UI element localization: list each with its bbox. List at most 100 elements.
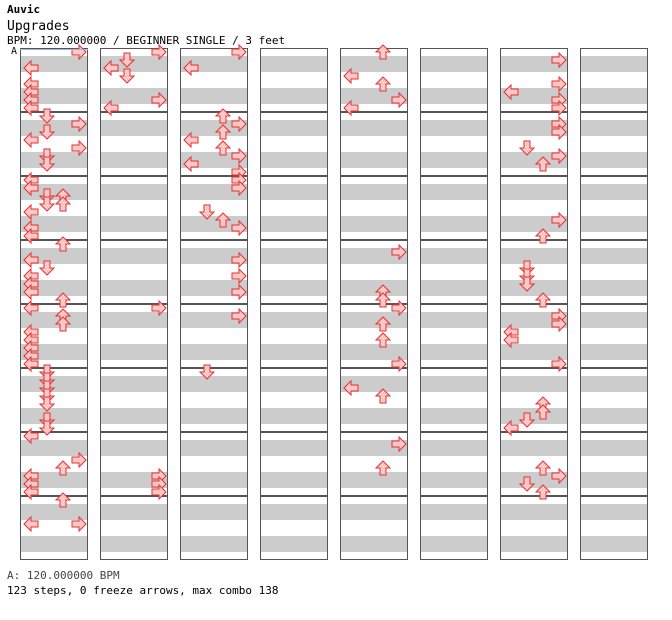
step-arrow-left-icon <box>23 427 39 445</box>
beat-stripe <box>420 120 488 136</box>
step-arrow-left-icon <box>23 251 39 269</box>
song-title: Upgrades <box>7 19 70 34</box>
measure-border <box>580 496 648 560</box>
step-arrow-down-icon <box>118 68 136 84</box>
measure-border <box>100 112 168 176</box>
step-arrow-right-icon <box>231 179 247 197</box>
beat-stripe <box>500 408 568 424</box>
beat-stripe <box>500 152 568 168</box>
measure <box>100 240 168 304</box>
chart-column <box>340 48 408 560</box>
step-arrow-down-icon <box>518 476 536 492</box>
step-arrow-right-icon <box>391 299 407 317</box>
beat-stripe <box>260 280 328 296</box>
beat-stripe <box>420 504 488 520</box>
step-arrow-up-icon <box>54 316 72 332</box>
measure-border <box>420 432 488 496</box>
beat-stripe <box>340 344 408 360</box>
measure-border <box>340 432 408 496</box>
measure <box>420 112 488 176</box>
step-arrow-up-icon <box>54 460 72 476</box>
measure <box>260 368 328 432</box>
beat-stripe <box>500 248 568 264</box>
beat-stripe <box>500 536 568 552</box>
measure <box>260 240 328 304</box>
beat-stripe <box>180 440 248 456</box>
step-arrow-right-icon <box>551 315 567 333</box>
step-arrow-down-icon <box>38 196 56 212</box>
measure-border <box>100 304 168 368</box>
chart-column <box>180 48 248 560</box>
step-arrow-down-icon <box>118 52 136 68</box>
measure <box>340 496 408 560</box>
beat-stripe <box>580 216 648 232</box>
step-arrow-down-icon <box>38 124 56 140</box>
beat-stripe <box>180 408 248 424</box>
measure-border <box>20 176 88 240</box>
beat-stripe <box>100 88 168 104</box>
step-arrow-right-icon <box>231 267 247 285</box>
beat-stripe <box>20 120 88 136</box>
beat-stripe <box>20 152 88 168</box>
beat-stripe <box>580 472 648 488</box>
step-arrow-right-icon <box>231 219 247 237</box>
step-arrow-right-icon <box>551 123 567 141</box>
measure <box>580 496 648 560</box>
measure-border <box>260 112 328 176</box>
beat-stripe <box>180 344 248 360</box>
measure <box>260 176 328 240</box>
measure-border <box>260 176 328 240</box>
measure-border <box>420 176 488 240</box>
measure-border <box>420 240 488 304</box>
beat-stripe <box>20 312 88 328</box>
step-arrow-left-icon <box>343 99 359 117</box>
measure-border <box>180 176 248 240</box>
measure <box>180 304 248 368</box>
measure-border <box>20 240 88 304</box>
measure <box>260 112 328 176</box>
beat-stripe <box>500 120 568 136</box>
measure-border <box>500 240 568 304</box>
step-arrow-left-icon <box>23 99 39 117</box>
measure-border <box>500 496 568 560</box>
beat-stripe <box>420 408 488 424</box>
measure-border <box>260 240 328 304</box>
footer-stats: 123 steps, 0 freeze arrows, max combo 13… <box>7 584 279 597</box>
measure-border <box>260 48 328 112</box>
beat-stripe <box>340 504 408 520</box>
beat-stripe <box>340 248 408 264</box>
step-arrow-left-icon <box>503 331 519 349</box>
measure-border <box>340 48 408 112</box>
beat-stripe <box>500 472 568 488</box>
step-arrow-up-icon <box>54 236 72 252</box>
step-arrow-right-icon <box>391 355 407 373</box>
beat-stripe <box>580 184 648 200</box>
measure-border <box>420 112 488 176</box>
measure-border <box>180 48 248 112</box>
measure-border <box>500 432 568 496</box>
step-arrow-down-icon <box>38 420 56 436</box>
beat-stripe <box>100 120 168 136</box>
measure <box>420 176 488 240</box>
beat-stripe <box>180 184 248 200</box>
measure <box>100 176 168 240</box>
chart-column <box>580 48 648 560</box>
measure <box>100 112 168 176</box>
measure-border <box>580 304 648 368</box>
bpm-marker-line <box>20 49 88 50</box>
step-arrow-left-icon <box>23 515 39 533</box>
beat-stripe <box>340 280 408 296</box>
measure-border <box>580 240 648 304</box>
step-arrow-down-icon <box>38 396 56 412</box>
step-arrow-right-icon <box>71 515 87 533</box>
step-arrow-right-icon <box>231 43 247 61</box>
chart-column <box>100 48 168 560</box>
measure-border <box>180 432 248 496</box>
step-arrow-right-icon <box>71 43 87 61</box>
beat-stripe <box>580 248 648 264</box>
step-arrow-right-icon <box>71 451 87 469</box>
beat-stripe <box>340 472 408 488</box>
step-arrow-right-icon <box>551 355 567 373</box>
beat-stripe <box>580 408 648 424</box>
